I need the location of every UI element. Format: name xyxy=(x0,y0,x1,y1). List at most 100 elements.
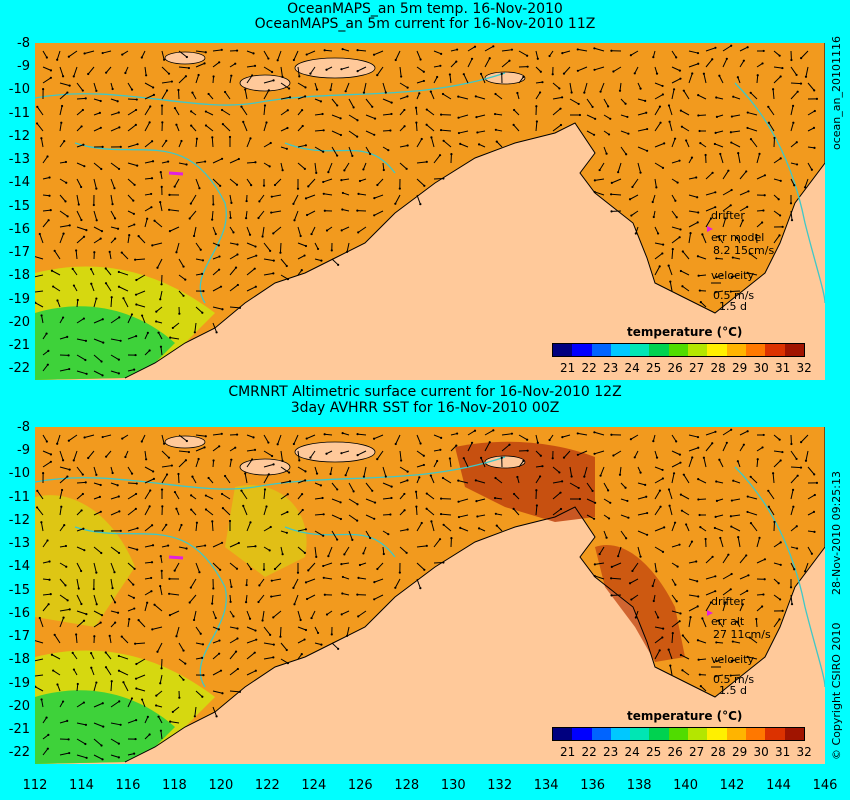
current-vector-head xyxy=(617,171,620,174)
current-vector xyxy=(382,162,385,171)
current-vector-head xyxy=(690,156,694,159)
island xyxy=(294,57,376,79)
current-vector-head xyxy=(749,137,753,141)
current-vector-head xyxy=(77,587,80,590)
current-vector xyxy=(804,178,809,188)
current-vector-head xyxy=(168,193,171,196)
colorbar-swatch xyxy=(668,728,689,740)
current-vector xyxy=(599,546,605,555)
current-vector-head xyxy=(793,184,796,187)
current-vector xyxy=(739,574,749,580)
current-vector-head xyxy=(731,256,734,259)
current-vector-head xyxy=(628,198,632,201)
current-vector xyxy=(705,442,713,452)
current-vector-head xyxy=(561,480,564,483)
current-vector-head xyxy=(558,471,561,474)
current-vector xyxy=(211,210,214,220)
current-vector xyxy=(376,66,384,76)
current-vector-head xyxy=(48,560,51,563)
current-vector-head xyxy=(779,563,782,566)
current-vector-head xyxy=(305,437,308,440)
bathymetry-contour xyxy=(74,526,227,688)
current-vector-head xyxy=(356,432,359,436)
current-vector-head xyxy=(610,181,613,184)
current-vector xyxy=(246,626,256,631)
current-vector xyxy=(518,460,524,468)
current-vector xyxy=(654,450,658,458)
bathymetry-contour xyxy=(284,526,396,558)
current-vector xyxy=(271,194,282,198)
current-vector xyxy=(212,322,218,333)
current-vector-head xyxy=(307,569,310,572)
current-vector-head xyxy=(211,602,214,605)
current-vector-head xyxy=(262,184,266,187)
current-vector-head xyxy=(130,472,134,475)
current-vector-head xyxy=(217,244,220,247)
current-vector-head xyxy=(746,430,749,433)
current-vector-head xyxy=(99,237,102,240)
current-vector-head xyxy=(117,270,120,274)
current-vector xyxy=(750,92,758,100)
bottom-y-tick: -10 xyxy=(8,466,30,482)
current-vector-head xyxy=(269,141,272,145)
current-vector xyxy=(518,434,528,441)
current-vector-head xyxy=(440,436,443,439)
current-vector xyxy=(294,594,299,605)
current-vector-head xyxy=(87,456,90,460)
current-vector xyxy=(229,75,232,84)
current-vector-head xyxy=(576,48,579,51)
current-vector-head xyxy=(134,123,137,127)
current-vector-head xyxy=(204,544,207,547)
current-vector xyxy=(586,482,593,492)
current-vector xyxy=(569,482,579,489)
current-vector xyxy=(331,98,338,106)
current-vector-head xyxy=(240,489,243,492)
current-vector xyxy=(450,445,457,452)
current-vector xyxy=(348,130,358,138)
current-vector-head xyxy=(373,133,376,136)
current-vector-head xyxy=(272,272,275,275)
current-vector xyxy=(750,476,758,484)
current-vector-head xyxy=(717,619,720,622)
current-vector-head xyxy=(551,457,554,460)
current-vector-head xyxy=(45,56,48,59)
current-vector-head xyxy=(795,141,798,144)
current-vector-head xyxy=(762,433,765,437)
current-vector xyxy=(619,82,622,91)
current-vector-head xyxy=(607,489,610,492)
current-vector-head xyxy=(67,55,70,58)
current-vector xyxy=(552,82,560,89)
current-vector xyxy=(373,50,384,56)
current-vector xyxy=(123,681,129,692)
current-vector-head xyxy=(763,558,767,561)
current-vector-head xyxy=(135,482,138,485)
current-vector-head xyxy=(696,580,699,583)
current-vector xyxy=(118,655,129,660)
current-vector-head xyxy=(727,553,730,556)
current-vector xyxy=(348,98,355,108)
current-vector-head xyxy=(60,505,63,508)
current-vector-head xyxy=(477,143,481,146)
current-vector-head xyxy=(813,493,816,497)
current-vector-head xyxy=(304,628,308,632)
current-vector xyxy=(790,178,795,186)
current-vector xyxy=(807,494,816,500)
current-vector xyxy=(76,546,85,551)
current-vector xyxy=(441,129,452,132)
current-vector xyxy=(426,109,435,116)
current-vector-head xyxy=(298,459,301,462)
colorbar-tick: 22 xyxy=(581,745,597,759)
current-vector xyxy=(671,236,680,244)
bottom-side-label: 28-Nov-2010 09:25:13 xyxy=(830,470,843,595)
current-vector xyxy=(348,114,358,121)
current-vector xyxy=(109,635,112,644)
current-vector xyxy=(138,619,146,628)
current-vector-head xyxy=(66,599,69,602)
current-vector xyxy=(306,210,316,216)
current-vector xyxy=(127,546,138,551)
current-vector-head xyxy=(116,100,119,103)
current-vector-head xyxy=(252,436,255,439)
current-vector-head xyxy=(84,481,87,484)
current-vector xyxy=(635,610,639,618)
current-vector-head xyxy=(718,458,721,461)
